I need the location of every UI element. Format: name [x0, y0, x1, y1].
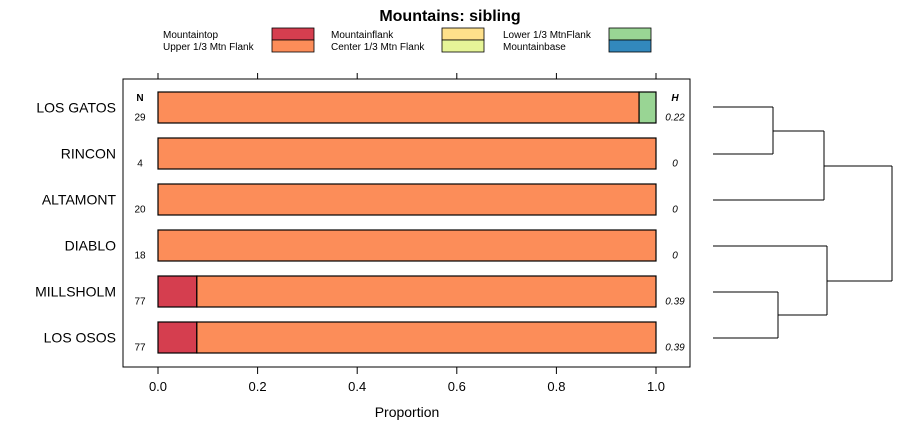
row-label-los-gatos: LOS GATOS: [36, 100, 116, 116]
bar-segment-altamont-upper-1-3-mtn-flank: [157, 183, 657, 216]
legend-swatch-mountaintop: [271, 27, 315, 41]
x-tick-label: 1.0: [647, 379, 665, 394]
h-value-rincon: 0: [672, 159, 678, 170]
row-label-los-osos: LOS OSOS: [44, 330, 116, 346]
row-label-rincon: RINCON: [61, 146, 116, 162]
n-value-millsholm: 77: [134, 297, 146, 308]
bar-segment-diablo-upper-1-3-mtn-flank: [157, 229, 657, 262]
row-label-diablo: DIABLO: [65, 238, 116, 254]
chart-title: Mountains: sibling: [379, 8, 520, 25]
bar-row-diablo: DIABLO 18 0: [65, 229, 678, 262]
bar-row-los-gatos: LOS GATOS 29 0.22: [36, 91, 685, 124]
bar-row-millsholm: MILLSHOLM 77 0.39: [35, 275, 685, 308]
x-axis-label: Proportion: [375, 404, 440, 420]
n-value-los-osos: 77: [134, 343, 146, 354]
bar-segment-los-osos-upper-1-3-mtn-flank: [196, 321, 657, 354]
n-column-header: N: [136, 93, 143, 104]
h-value-altamont: 0: [672, 205, 678, 216]
legend-swatch-upper-1-3-mtn-flank: [271, 39, 315, 53]
x-tick-label: 0.0: [149, 379, 167, 394]
legend-swatch-center-1-3-mtn-flank: [441, 39, 485, 53]
bar-segment-los-gatos-lower-1-3-mtnflank: [638, 91, 657, 124]
bar-segment-millsholm-upper-1-3-mtn-flank: [196, 275, 657, 308]
n-value-los-gatos: 29: [134, 113, 146, 124]
legend-label-mountaintop: Mountaintop: [163, 30, 218, 41]
x-tick-label: 0.6: [448, 379, 466, 394]
dendrogram: [713, 106, 893, 339]
legend-swatch-mountainflank: [441, 27, 485, 41]
legend-swatch-lower-1-3-mtnflank: [608, 27, 652, 41]
legend-label-upper-1-3-mtn-flank: Upper 1/3 Mtn Flank: [163, 42, 255, 53]
h-value-los-gatos: 0.22: [665, 113, 685, 124]
h-column-header: H: [671, 93, 679, 104]
h-value-diablo: 0: [672, 251, 678, 262]
plot-frame: [122, 78, 691, 368]
h-value-los-osos: 0.39: [665, 343, 685, 354]
bar-row-los-osos: LOS OSOS 77 0.39: [44, 321, 685, 354]
n-value-diablo: 18: [134, 251, 146, 262]
bar-segment-los-gatos-upper-1-3-mtn-flank: [157, 91, 640, 124]
n-value-rincon: 4: [137, 159, 143, 170]
row-label-millsholm: MILLSHOLM: [35, 284, 116, 300]
bar-segment-rincon-upper-1-3-mtn-flank: [157, 137, 657, 170]
h-value-millsholm: 0.39: [665, 297, 685, 308]
x-tick-label: 0.8: [547, 379, 565, 394]
bar-segment-millsholm-mountaintop: [157, 275, 198, 308]
bar-row-altamont: ALTAMONT 20 0: [42, 183, 678, 216]
x-tick-label: 0.2: [249, 379, 267, 394]
n-value-altamont: 20: [134, 205, 146, 216]
x-tick-label: 0.4: [348, 379, 366, 394]
bar-row-rincon: RINCON 4 0: [61, 137, 678, 170]
x-axis: 0.0 0.2 0.4 0.6 0.8 1.0: [149, 73, 665, 394]
legend-label-lower-1-3-mtnflank: Lower 1/3 MtnFlank: [503, 30, 592, 41]
legend-label-center-1-3-mtn-flank: Center 1/3 Mtn Flank: [331, 42, 425, 53]
bar-segment-los-osos-mountaintop: [157, 321, 198, 354]
legend-label-mountainflank: Mountainflank: [331, 30, 394, 41]
legend-swatch-mountainbase: [608, 39, 652, 53]
legend-label-mountainbase: Mountainbase: [503, 42, 566, 53]
row-label-altamont: ALTAMONT: [42, 192, 117, 208]
